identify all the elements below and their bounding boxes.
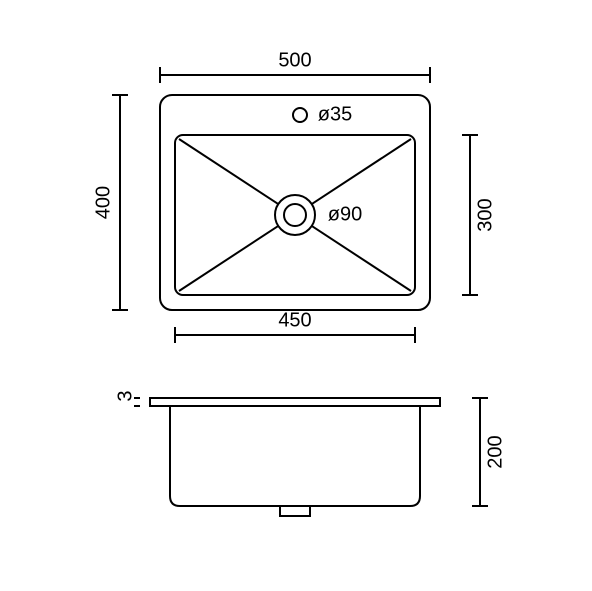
fold-line bbox=[312, 226, 411, 291]
dim-side-depth-label: 200 bbox=[484, 435, 506, 468]
drain-outer bbox=[275, 195, 315, 235]
dim-top-width: 500 bbox=[160, 49, 430, 83]
dim-side-depth: 200 bbox=[472, 398, 506, 506]
dim-inner-width: 450 bbox=[175, 309, 415, 343]
drain-inner bbox=[284, 204, 306, 226]
dim-right-height: 300 bbox=[462, 135, 496, 295]
tap-hole-label: ø35 bbox=[318, 103, 352, 125]
drain-label: ø90 bbox=[328, 203, 362, 225]
side-basin bbox=[170, 406, 420, 506]
fold-line bbox=[179, 139, 278, 204]
fold-line bbox=[179, 226, 278, 291]
side-view bbox=[150, 398, 440, 516]
dim-rim-label: 3 bbox=[114, 390, 136, 401]
top-view: ø90 ø35 bbox=[160, 95, 430, 310]
dim-left-height-label: 400 bbox=[92, 186, 114, 219]
dim-top-width-label: 500 bbox=[278, 49, 311, 71]
side-rim bbox=[150, 398, 440, 406]
dim-rim-thickness: 3 bbox=[114, 390, 140, 406]
fold-line bbox=[312, 139, 411, 204]
side-drain bbox=[280, 506, 310, 516]
dim-right-height-label: 300 bbox=[474, 198, 496, 231]
tap-hole bbox=[293, 108, 307, 122]
dim-left-height: 400 bbox=[92, 95, 128, 310]
dim-inner-width-label: 450 bbox=[278, 309, 311, 331]
